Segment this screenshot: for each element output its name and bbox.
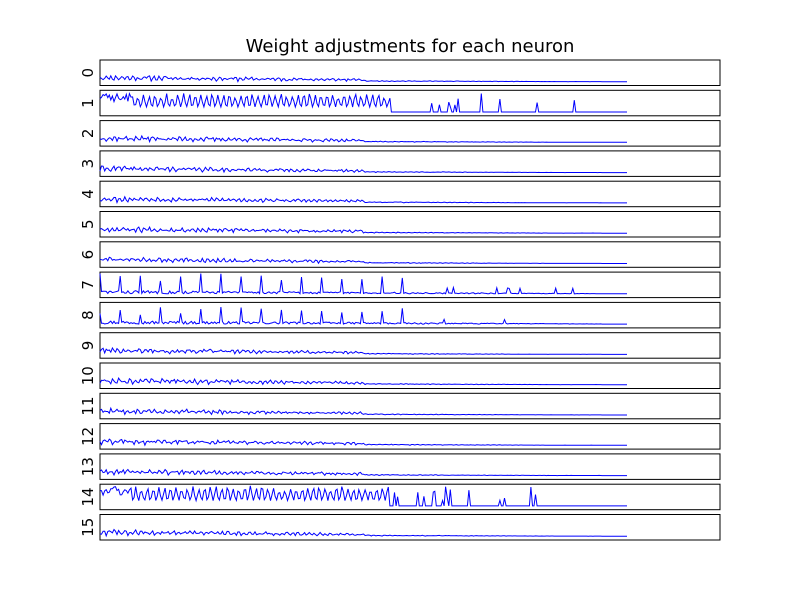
panel-label-9: 9: [79, 341, 97, 351]
panel-frame-10: [99, 362, 721, 389]
panel-frame-4: [99, 180, 721, 208]
panel-frame-7: [99, 271, 721, 299]
panel-label-3: 3: [79, 159, 97, 169]
panel-label-15: 15: [79, 518, 97, 537]
series-line-5: [99, 225, 627, 234]
panel-label-14: 14: [79, 487, 97, 506]
panel-frame-13: [99, 453, 721, 480]
panel-label-5: 5: [79, 219, 97, 229]
panel-frame-14: [99, 483, 721, 511]
panel-label-2: 2: [79, 129, 97, 139]
panel-label-0: 0: [79, 68, 97, 78]
series-line-3: [99, 165, 627, 174]
series-line-7: [99, 273, 627, 295]
series-line-14: [99, 485, 627, 507]
panel-frame-2: [99, 120, 721, 147]
panel-label-6: 6: [79, 250, 97, 260]
series-line-0: [99, 74, 627, 83]
panel-frame-5: [99, 211, 721, 238]
panel-label-4: 4: [79, 189, 97, 199]
panel-label-10: 10: [79, 366, 97, 385]
series-line-15: [99, 528, 627, 538]
panel-label-11: 11: [79, 397, 97, 416]
panel-frame-6: [99, 241, 721, 268]
series-line-6: [99, 256, 627, 265]
panel-frame-15: [99, 514, 721, 541]
panel-label-12: 12: [79, 427, 97, 446]
panel-label-8: 8: [79, 310, 97, 320]
panel-label-13: 13: [79, 457, 97, 476]
series-line-4: [99, 195, 627, 204]
panel-frame-1: [99, 89, 721, 117]
panel-frame-9: [99, 332, 721, 359]
panel-frame-11: [99, 392, 721, 420]
series-line-13: [99, 468, 627, 477]
panel-label-7: 7: [79, 280, 97, 290]
panel-frame-3: [99, 150, 721, 177]
panel-frame-12: [99, 423, 721, 450]
panel-frame-0: [99, 59, 721, 86]
series-line-1: [99, 91, 627, 113]
series-line-2: [99, 134, 627, 144]
panel-label-1: 1: [79, 98, 97, 108]
series-line-10: [99, 376, 627, 386]
chart-title: Weight adjustments for each neuron: [246, 36, 575, 57]
series-line-12: [99, 438, 627, 447]
series-line-11: [99, 406, 627, 416]
series-line-8: [99, 306, 627, 325]
series-line-9: [99, 346, 627, 355]
